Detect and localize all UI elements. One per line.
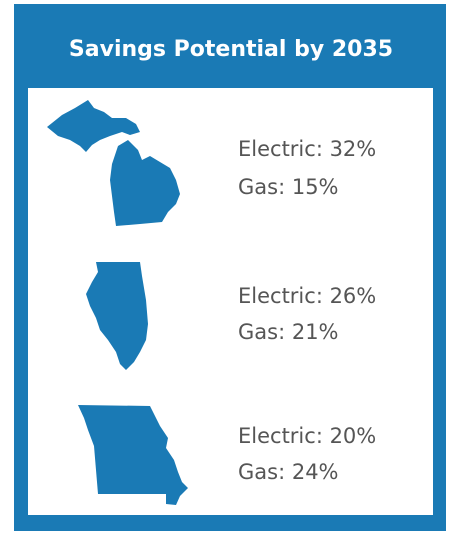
- illinois-icon: [86, 262, 148, 370]
- electric-savings: Electric: 26%: [238, 284, 376, 308]
- gas-savings: Gas: 21%: [238, 320, 339, 344]
- electric-savings: Electric: 20%: [238, 424, 376, 448]
- electric-savings: Electric: 32%: [238, 137, 376, 161]
- michigan-icon: [47, 100, 180, 226]
- missouri-icon: [78, 405, 188, 505]
- gas-savings: Gas: 15%: [238, 175, 339, 199]
- title: Savings Potential by 2035: [69, 37, 393, 62]
- gas-savings: Gas: 24%: [238, 460, 339, 484]
